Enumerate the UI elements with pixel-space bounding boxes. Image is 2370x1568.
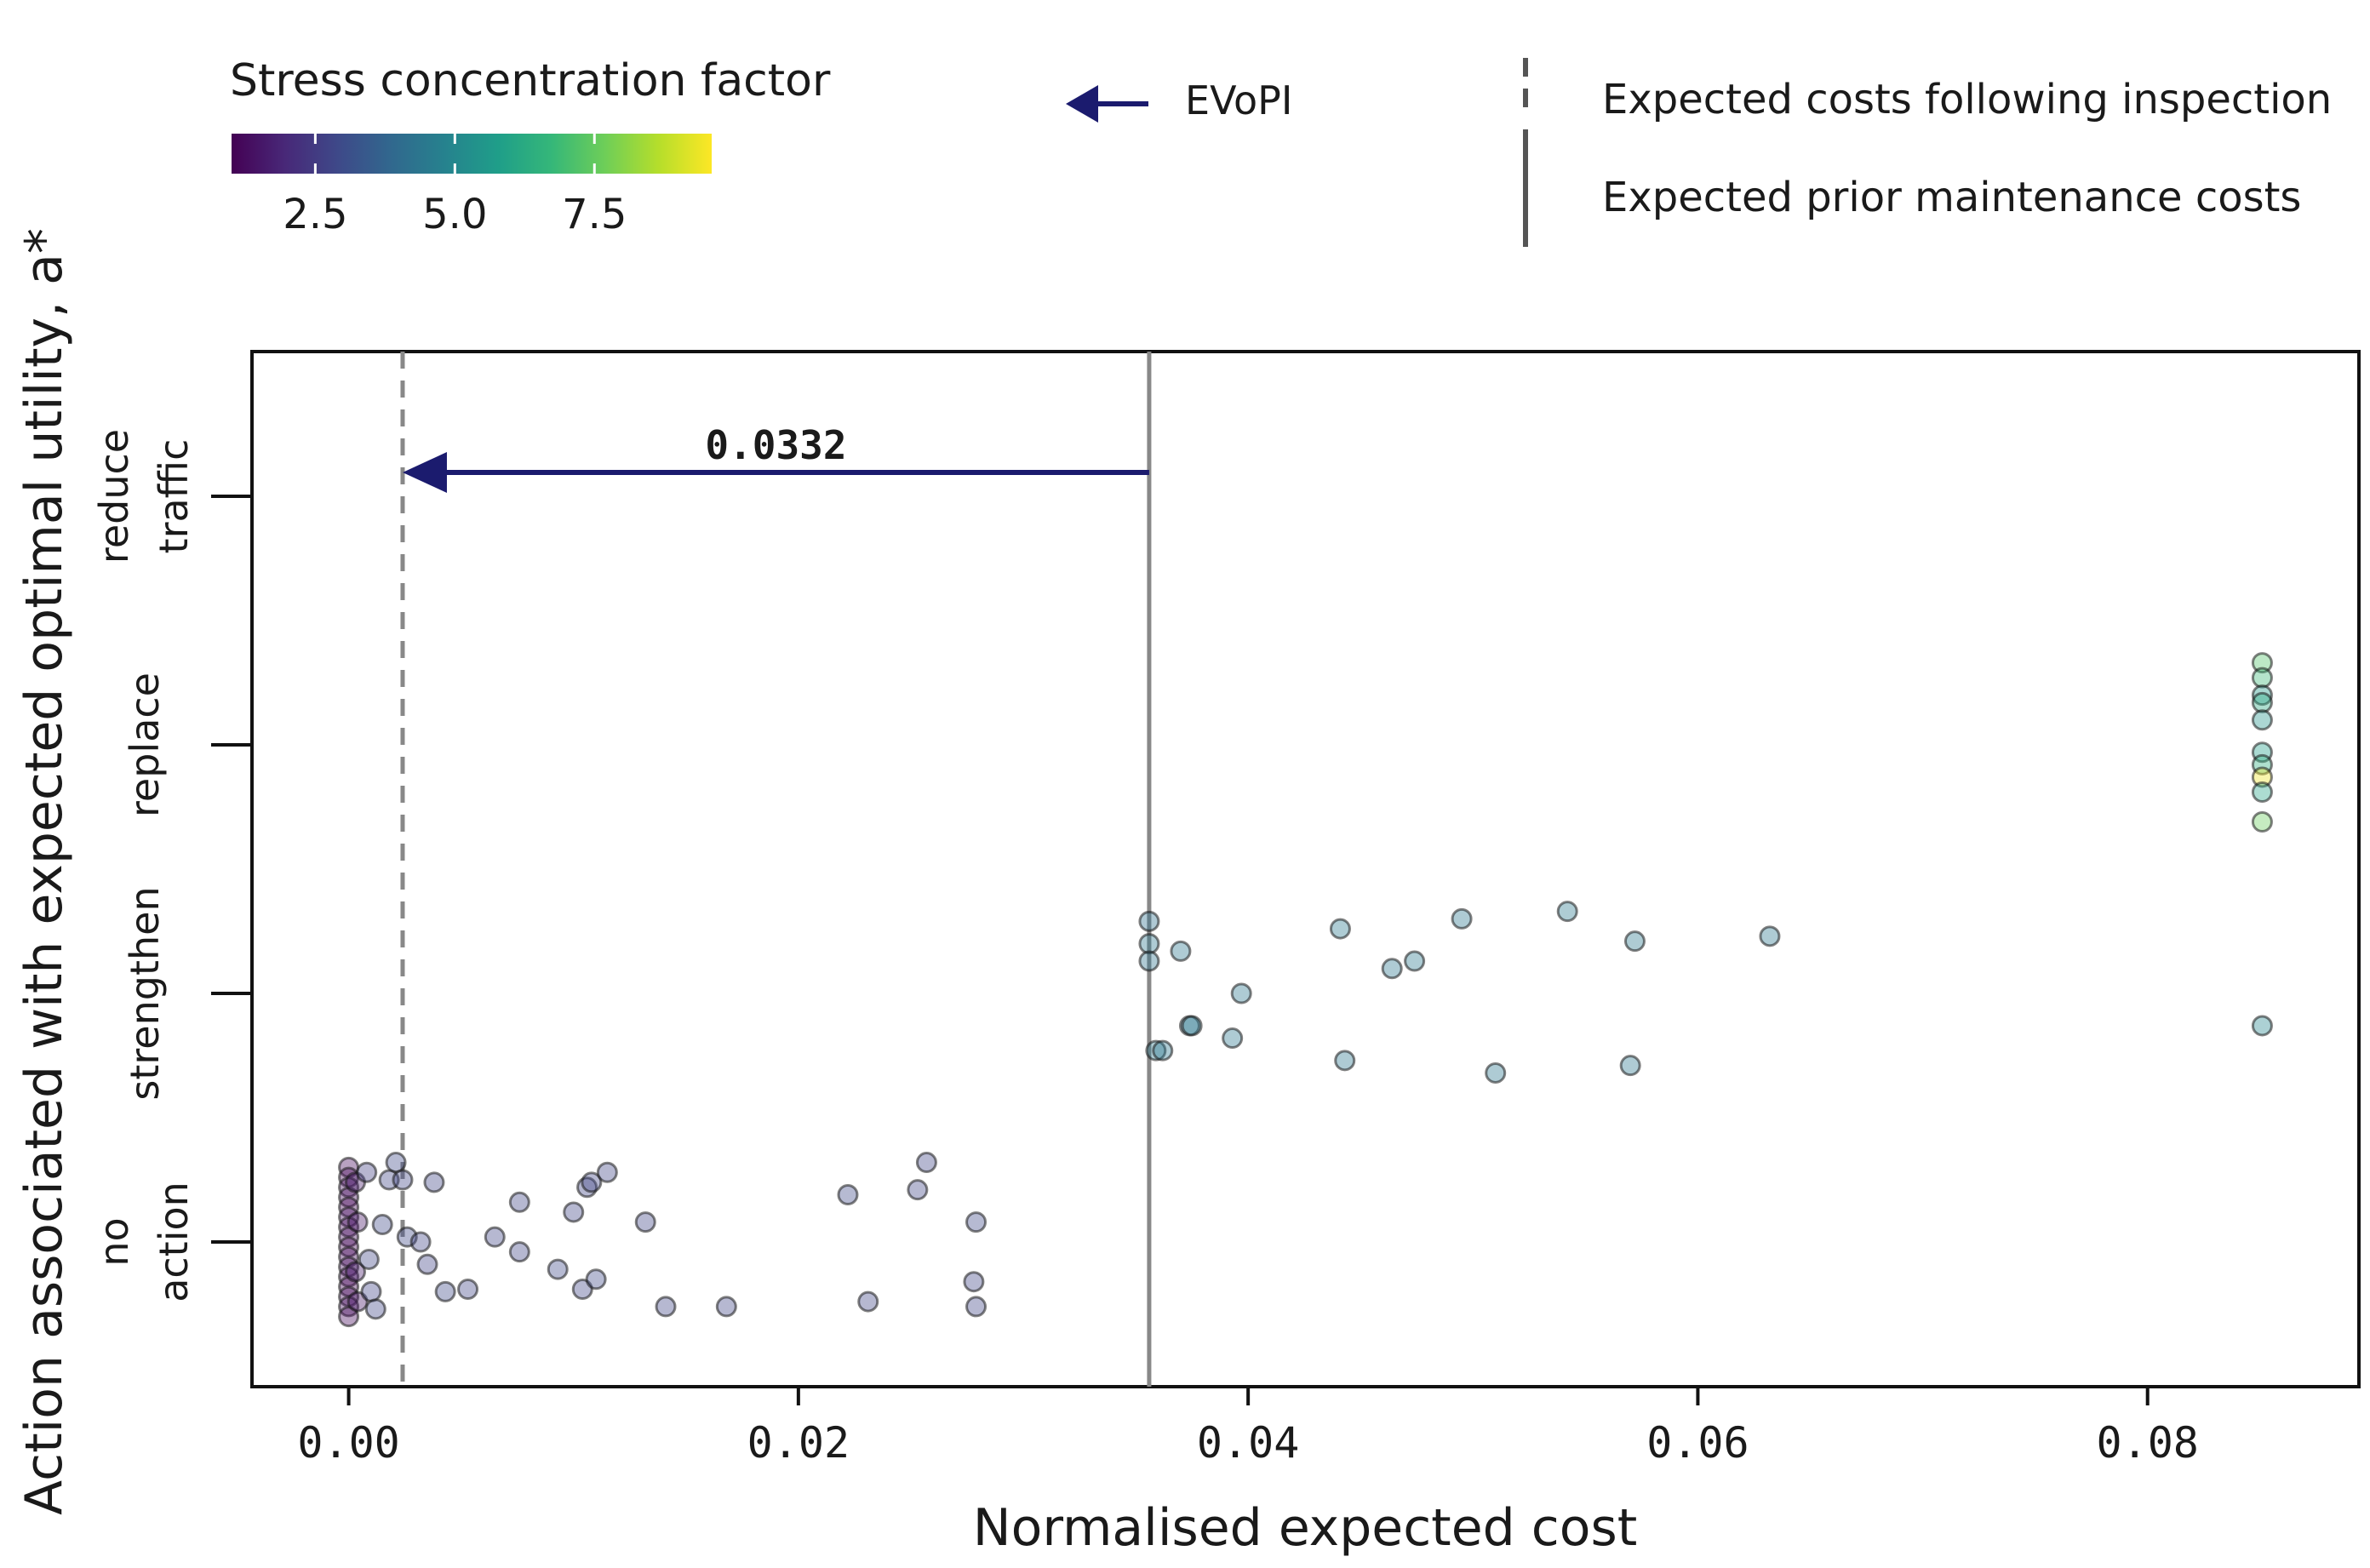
- data-point: [1230, 982, 1252, 1004]
- data-point: [585, 1268, 607, 1290]
- data-point: [1138, 933, 1160, 955]
- data-point: [484, 1226, 506, 1248]
- data-point: [423, 1171, 445, 1193]
- data-point: [2251, 691, 2273, 713]
- data-point: [392, 1169, 414, 1191]
- evopi-arrow: 0.0332: [402, 422, 1149, 493]
- data-point: [563, 1201, 585, 1223]
- evopi-legend: EVoPI: [1066, 77, 1292, 123]
- data-point: [1556, 901, 1578, 923]
- data-point: [1138, 910, 1160, 932]
- data-point: [508, 1241, 530, 1263]
- x-tick-label: 0.00: [297, 1418, 399, 1468]
- data-point: [2251, 766, 2273, 788]
- evopi-value-label: 0.0332: [705, 422, 846, 468]
- data-point: [409, 1231, 432, 1253]
- data-point: [915, 1152, 937, 1174]
- data-point: [358, 1248, 380, 1270]
- data-point: [907, 1179, 929, 1201]
- colorbar-tick-label: 2.5: [283, 191, 347, 238]
- colorbar-title: Stress concentration factor: [230, 55, 831, 106]
- data-point: [1485, 1062, 1507, 1084]
- data-point: [2251, 1015, 2273, 1037]
- y-tick-label-group: no action: [91, 1182, 197, 1302]
- data-point: [1329, 918, 1351, 940]
- evopi-legend-arrow-head-icon: [1066, 85, 1098, 123]
- data-points: [338, 652, 2273, 1328]
- data-point: [1381, 958, 1403, 980]
- solid-line-legend-label: Expected prior maintenance costs: [1602, 174, 2301, 221]
- x-tick-label: 0.06: [1646, 1418, 1749, 1468]
- data-point: [360, 1280, 382, 1302]
- y-tick-label: action: [151, 1182, 197, 1302]
- data-point: [715, 1296, 737, 1318]
- data-point: [1404, 950, 1426, 972]
- colorbar-ticks: 2.5 5.0 7.5: [283, 134, 627, 238]
- data-point: [364, 1298, 386, 1320]
- data-point: [2251, 811, 2273, 833]
- data-point: [2251, 667, 2273, 689]
- y-tick-label: replace: [122, 672, 168, 817]
- data-point: [1145, 1039, 1167, 1062]
- data-point: [547, 1258, 569, 1280]
- data-point: [2251, 781, 2273, 803]
- data-point: [1334, 1050, 1356, 1072]
- data-point: [1152, 1039, 1174, 1062]
- data-point: [508, 1191, 530, 1213]
- dashed-line-legend-label: Expected costs following inspection: [1602, 76, 2332, 123]
- data-point: [596, 1161, 618, 1183]
- y-tick-label-group: reduce traffic: [91, 429, 197, 564]
- data-point: [634, 1211, 656, 1233]
- data-point: [581, 1171, 603, 1193]
- colorbar-legend: Stress concentration factor 2.5 5.0 7.5: [230, 55, 831, 238]
- data-point: [1759, 925, 1781, 947]
- data-point: [2251, 709, 2273, 731]
- data-point: [1451, 907, 1473, 930]
- x-tick-label: 0.02: [747, 1418, 850, 1468]
- colorbar: [232, 134, 712, 174]
- x-axis-ticks: 0.00 0.02 0.04 0.06 0.08: [297, 1387, 2199, 1468]
- data-point: [434, 1280, 456, 1302]
- y-tick-label: strengthen: [122, 886, 168, 1100]
- x-tick-label: 0.08: [2096, 1418, 2198, 1468]
- evopi-arrow-head-icon: [402, 452, 447, 493]
- y-tick-label: traffic: [151, 439, 197, 554]
- y-tick-label: no: [91, 1217, 137, 1266]
- data-point: [385, 1152, 407, 1174]
- y-tick-label: reduce: [91, 429, 137, 564]
- y-axis-label: Action associated with expected optimal …: [14, 228, 74, 1515]
- data-point: [356, 1161, 378, 1183]
- data-point: [371, 1214, 393, 1236]
- data-point: [346, 1211, 369, 1233]
- data-point: [1170, 940, 1192, 962]
- plot-area: [250, 350, 2361, 1388]
- data-point: [857, 1290, 879, 1313]
- colorbar-tick-label: 5.0: [422, 191, 487, 238]
- reference-line-legend: Expected costs following inspection Expe…: [1523, 58, 2332, 247]
- data-point: [965, 1211, 988, 1233]
- y-tick-label-group: replace: [122, 672, 168, 817]
- data-point: [963, 1271, 985, 1293]
- data-point: [965, 1296, 988, 1318]
- data-point: [345, 1261, 367, 1283]
- data-point: [1222, 1027, 1244, 1050]
- y-axis-ticks: no action strengthen replace reduce traffic: [91, 429, 252, 1302]
- data-point: [1181, 1015, 1203, 1037]
- evopi-legend-label: EVoPI: [1185, 77, 1292, 123]
- data-point: [416, 1253, 438, 1275]
- data-point: [1619, 1055, 1641, 1077]
- x-tick-label: 0.04: [1197, 1418, 1299, 1468]
- data-point: [1138, 950, 1160, 972]
- y-tick-label-group: strengthen: [122, 886, 168, 1100]
- data-point: [457, 1278, 479, 1300]
- colorbar-tick-label: 7.5: [562, 191, 627, 238]
- data-point: [2251, 684, 2273, 707]
- x-axis-label: Normalised expected cost: [973, 1498, 1638, 1558]
- data-point: [1623, 930, 1646, 953]
- data-point: [837, 1184, 859, 1206]
- data-point: [655, 1296, 677, 1318]
- data-point: [2251, 652, 2273, 674]
